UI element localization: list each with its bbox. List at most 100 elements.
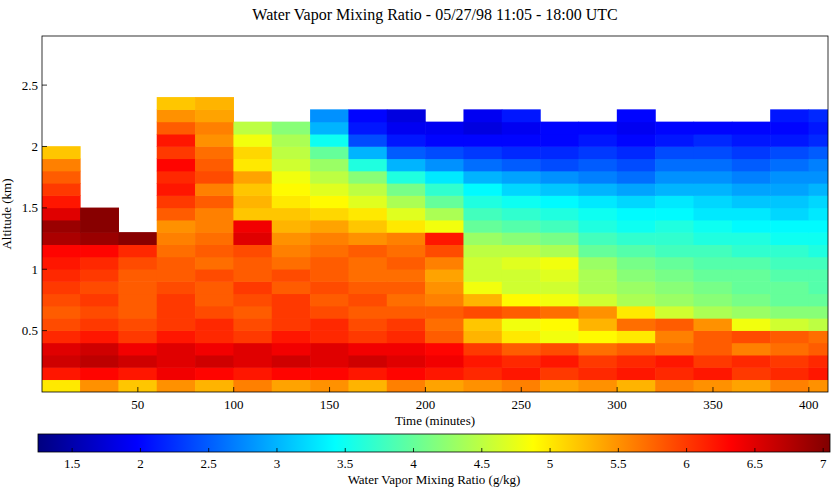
heat-cell (157, 367, 196, 380)
heat-cell (425, 232, 464, 245)
heat-cell (732, 195, 771, 208)
heat-cell (694, 318, 733, 331)
heat-cell (348, 293, 387, 306)
heat-cell (233, 355, 272, 368)
heat-cell (463, 269, 502, 282)
heat-cell (694, 281, 733, 294)
heat-cell (157, 146, 196, 159)
heat-cell (387, 343, 426, 356)
heat-cell (540, 208, 579, 221)
heat-cell (425, 158, 464, 171)
heat-cell (157, 379, 196, 392)
heat-cell (578, 343, 617, 356)
colorbar-tick (140, 448, 141, 452)
heat-cell (655, 208, 694, 221)
heat-cell (770, 293, 809, 306)
heat-cell (540, 244, 579, 257)
heat-cell (655, 367, 694, 380)
heat-cell (310, 109, 349, 122)
heat-cell (809, 269, 828, 282)
heat-cell (809, 122, 828, 135)
heat-cell (310, 306, 349, 319)
heat-cell (195, 220, 234, 233)
heat-cell (80, 232, 119, 245)
heat-cell (578, 257, 617, 270)
heat-cell (578, 232, 617, 245)
heat-cell (655, 343, 694, 356)
heat-cell (272, 244, 311, 257)
heat-cell (425, 281, 464, 294)
heat-cell (578, 281, 617, 294)
y-tick (42, 269, 47, 270)
cells (42, 97, 828, 392)
heat-cell (770, 269, 809, 282)
heat-cell (387, 146, 426, 159)
heat-cell (694, 158, 733, 171)
heat-cell (42, 220, 81, 233)
heat-cell (425, 208, 464, 221)
heat-cell (578, 269, 617, 282)
heat-cell (540, 330, 579, 343)
heat-cell (732, 318, 771, 331)
heat-cell (233, 146, 272, 159)
heat-cell (809, 257, 828, 270)
x-tick-label: 250 (512, 397, 532, 412)
heat-cell (617, 208, 656, 221)
heat-cell (272, 257, 311, 270)
colorbar-tick (72, 448, 73, 452)
heat-cell (118, 306, 157, 319)
heat-cell (387, 122, 426, 135)
heat-cell (578, 330, 617, 343)
heat-cell (310, 343, 349, 356)
heat-cell (809, 195, 828, 208)
heat-cell (195, 109, 234, 122)
heat-cell (195, 146, 234, 159)
heat-cell (578, 306, 617, 319)
heat-cell (655, 158, 694, 171)
heat-cell (233, 367, 272, 380)
heat-cell (272, 293, 311, 306)
heat-cell (310, 355, 349, 368)
heat-cell (809, 293, 828, 306)
heat-cell (272, 183, 311, 196)
heat-cell (118, 355, 157, 368)
heat-cell (387, 158, 426, 171)
heat-cell (387, 355, 426, 368)
colorbar-title: Water Vapor Mixing Ratio (g/kg) (348, 472, 521, 487)
heat-cell (617, 244, 656, 257)
heat-cell (233, 330, 272, 343)
heat-cell (770, 330, 809, 343)
heat-cell (272, 306, 311, 319)
heat-cell (195, 306, 234, 319)
heat-cell (118, 318, 157, 331)
y-tick-label: 0.5 (22, 323, 38, 338)
heat-cell (617, 171, 656, 184)
heat-cell (617, 146, 656, 159)
heat-cell (578, 158, 617, 171)
heat-cell (770, 220, 809, 233)
heat-cell (732, 158, 771, 171)
heat-cell (272, 343, 311, 356)
heat-cell (463, 158, 502, 171)
heat-cell (655, 232, 694, 245)
heat-cell (118, 367, 157, 380)
heat-cell (310, 122, 349, 135)
heat-cell (463, 134, 502, 147)
heat-cell (502, 195, 541, 208)
heat-cell (195, 293, 234, 306)
heat-cell (463, 306, 502, 319)
heat-cell (233, 232, 272, 245)
heat-cell (272, 208, 311, 221)
y-tick-label: 1.5 (22, 200, 38, 215)
heat-cell (502, 171, 541, 184)
y-tick (42, 330, 47, 331)
heat-cell (617, 330, 656, 343)
heat-cell (348, 306, 387, 319)
heat-cell (272, 269, 311, 282)
plot-frame (42, 36, 828, 392)
heat-cell (310, 318, 349, 331)
heat-cell (425, 220, 464, 233)
colorbar-tick-label: 1.5 (64, 456, 80, 471)
heat-cell (233, 281, 272, 294)
colorbar-tick (823, 448, 824, 452)
